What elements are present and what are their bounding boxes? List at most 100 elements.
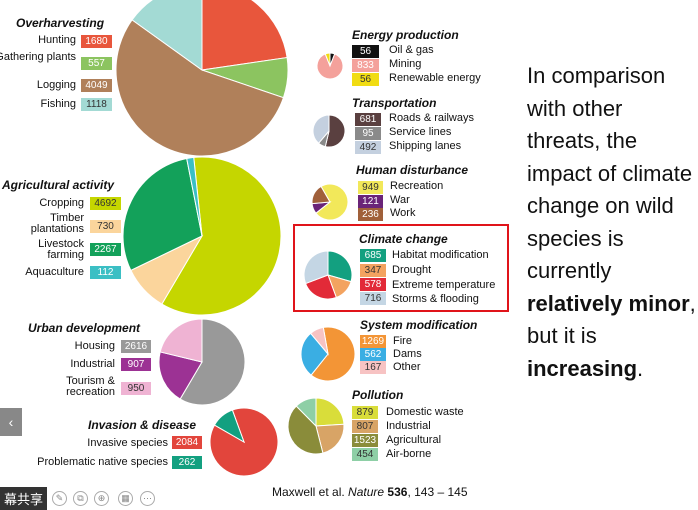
legend-value-badge: 685 bbox=[360, 249, 386, 262]
pie-overharvesting bbox=[115, 0, 289, 157]
legend-value-badge: 2084 bbox=[172, 436, 202, 449]
pie-slice bbox=[324, 114, 346, 148]
legend-label: Drought bbox=[392, 264, 432, 276]
legend-value-badge: 807 bbox=[352, 420, 378, 433]
legend-label: Storms & flooding bbox=[392, 293, 479, 305]
chevron-left-icon[interactable]: ‹ bbox=[0, 408, 22, 436]
legend-label: Cropping bbox=[39, 197, 84, 209]
legend-label: Roads & railways bbox=[389, 112, 474, 124]
pie-invasion bbox=[209, 407, 279, 477]
pie-slice bbox=[213, 409, 245, 444]
pie-slice bbox=[115, 19, 285, 157]
screen-share-button[interactable]: 幕共享 bbox=[0, 487, 48, 510]
legend-label: Mining bbox=[389, 58, 422, 70]
group-title-system: System modification bbox=[360, 318, 478, 332]
legend-label: Dams bbox=[393, 348, 422, 360]
legend-label: Service lines bbox=[389, 126, 452, 138]
legend-value-badge: 4692 bbox=[90, 197, 121, 210]
slide-text-emphasis: increasing bbox=[527, 355, 638, 381]
legend-label: Fishing bbox=[40, 98, 76, 110]
group-title-disturbance: Human disturbance bbox=[356, 163, 469, 177]
legend-value-badge: 833 bbox=[352, 59, 379, 72]
slide-body-text: In comparison with other threats, the im… bbox=[527, 60, 697, 385]
legend-value-badge: 2616 bbox=[121, 340, 151, 353]
legend-value-badge: 121 bbox=[358, 195, 383, 208]
legend-value-badge: 879 bbox=[352, 406, 378, 419]
pie-slice bbox=[287, 405, 324, 455]
legend-value-badge: 454 bbox=[352, 448, 378, 461]
legend-value-badge: 907 bbox=[121, 358, 151, 371]
legend-value-badge: 1269 bbox=[360, 335, 386, 348]
pie-slice bbox=[315, 397, 345, 427]
slides-icon[interactable]: ▦ bbox=[118, 491, 133, 506]
pie-slice bbox=[122, 157, 203, 272]
pie-slice bbox=[303, 250, 329, 285]
legend-value-badge: 1523 bbox=[352, 434, 378, 447]
group-title-transport: Transportation bbox=[352, 96, 437, 110]
legend-value-badge: 949 bbox=[358, 181, 383, 194]
legend-value-badge: 112 bbox=[90, 266, 121, 279]
legend-value-badge: 716 bbox=[360, 292, 386, 305]
pie-slice bbox=[295, 397, 317, 428]
legend-label: Fire bbox=[393, 335, 412, 347]
legend-label: Timber plantations bbox=[30, 212, 84, 235]
pie-slice bbox=[158, 351, 203, 400]
citation-journal: Nature bbox=[348, 485, 385, 499]
pie-slice bbox=[311, 185, 331, 205]
slide-text-emphasis: relatively minor bbox=[527, 290, 690, 316]
more-icon[interactable]: ⋯ bbox=[140, 491, 155, 506]
legend-value-badge: 562 bbox=[360, 348, 386, 361]
legend-value-badge: 1680 bbox=[81, 35, 112, 48]
legend-value-badge: 1118 bbox=[81, 98, 112, 111]
legend-value-badge: 681 bbox=[355, 113, 381, 126]
citation-volume: 536 bbox=[387, 485, 408, 499]
zoom-icon[interactable]: ⊕ bbox=[94, 491, 109, 506]
pie-slice bbox=[300, 332, 329, 376]
legend-value-badge: 95 bbox=[355, 127, 381, 140]
legend-label: Domestic waste bbox=[386, 406, 464, 418]
copy-icon[interactable]: ⧉ bbox=[73, 491, 88, 506]
legend-label: Gathering plants bbox=[0, 51, 76, 63]
slide-text-part: . bbox=[637, 355, 644, 381]
pie-disturbance bbox=[311, 183, 349, 221]
pie-slice bbox=[161, 156, 282, 316]
pie-urban bbox=[158, 318, 246, 406]
slide-text-part: , but it is bbox=[527, 290, 696, 349]
pie-transport bbox=[312, 114, 346, 148]
legend-label: Renewable energy bbox=[389, 72, 481, 84]
slide-text-part: In comparison with other threats, the im… bbox=[527, 63, 693, 283]
legend-value-badge: 262 bbox=[172, 456, 202, 469]
pie-slice bbox=[315, 423, 345, 454]
legend-label: Shipping lanes bbox=[389, 140, 462, 152]
pie-system bbox=[300, 326, 356, 382]
pie-slice bbox=[324, 52, 331, 67]
legend-label: Livestock farming bbox=[38, 238, 84, 261]
pie-agriculture bbox=[122, 156, 282, 316]
pie-slice bbox=[316, 53, 344, 80]
pie-slice bbox=[309, 326, 329, 356]
group-title-pollution: Pollution bbox=[352, 388, 404, 402]
group-title-invasion: Invasion & disease bbox=[88, 418, 197, 432]
citation-pages: , 143 – 145 bbox=[407, 485, 468, 499]
legend-label: War bbox=[390, 194, 410, 206]
citation: Maxwell et al. Nature 536, 143 – 145 bbox=[272, 485, 468, 499]
legend-value-badge: 2267 bbox=[90, 243, 121, 256]
legend-label: Extreme temperature bbox=[392, 279, 496, 291]
group-title-overharvesting: Overharvesting bbox=[16, 16, 105, 30]
group-title-urban: Urban development bbox=[28, 321, 141, 335]
legend-label: Agricultural bbox=[386, 434, 442, 446]
legend-value-badge: 492 bbox=[355, 141, 381, 154]
legend-label: Industrial bbox=[386, 420, 431, 432]
group-title-energy: Energy production bbox=[352, 28, 459, 42]
group-title-climate: Climate change bbox=[359, 232, 448, 246]
legend-label: Habitat modification bbox=[392, 249, 489, 261]
legend-value-badge: 950 bbox=[121, 382, 151, 395]
legend-label: Aquaculture bbox=[25, 266, 84, 278]
legend-label: Invasive species bbox=[87, 437, 168, 449]
pie-slice bbox=[186, 156, 203, 237]
group-title-agriculture: Agricultural activity bbox=[2, 178, 115, 192]
legend-label: Recreation bbox=[390, 180, 444, 192]
pie-slice bbox=[201, 0, 288, 71]
legend-value-badge: 557 bbox=[81, 57, 112, 70]
pen-icon[interactable]: ✎ bbox=[52, 491, 67, 506]
